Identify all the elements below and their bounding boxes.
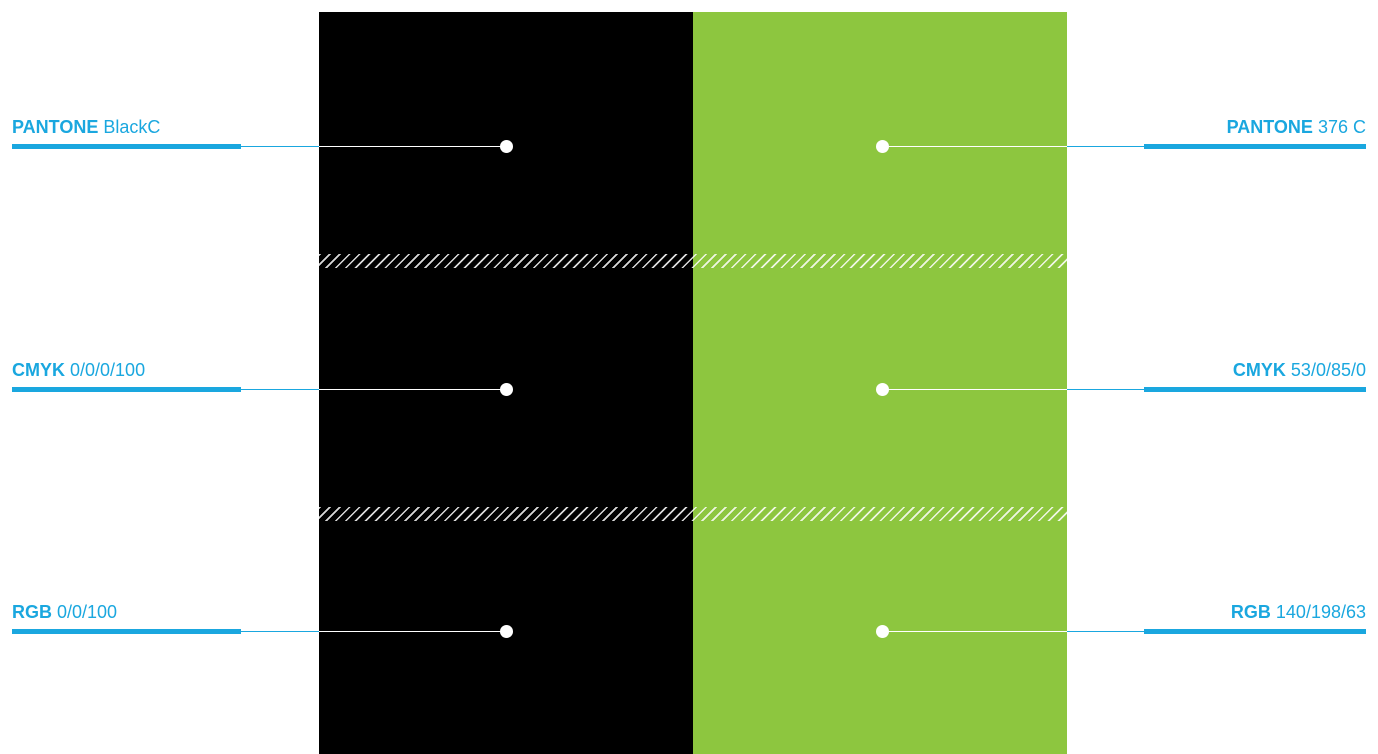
right-cmyk-value: 53/0/85/0 xyxy=(1290,360,1366,380)
right-pantone-underline xyxy=(1144,144,1366,149)
left-cmyk-marker xyxy=(500,383,513,396)
right-cmyk-key: CMYK xyxy=(1232,360,1286,380)
left-rgb-connector xyxy=(241,631,506,632)
right-pantone-value: 376 C xyxy=(1317,117,1366,137)
left-pantone-connector xyxy=(241,146,506,147)
left-cmyk-connector xyxy=(241,389,506,390)
right-rgb-underline xyxy=(1144,629,1366,634)
right-cmyk-underline xyxy=(1144,387,1366,392)
right-cmyk-label: CMYK 53/0/85/0 xyxy=(1233,359,1366,381)
left-cmyk-label: CMYK 0/0/0/100 xyxy=(12,359,145,381)
right-pantone-label: PANTONE 376 C xyxy=(1227,116,1366,138)
right-cmyk-marker xyxy=(876,383,889,396)
right-rgb-label: RGB 140/198/63 xyxy=(1231,601,1366,623)
left-rgb-label: RGB 0/0/100 xyxy=(12,601,117,623)
right-rgb-key: RGB xyxy=(1230,602,1271,622)
right-pantone-marker xyxy=(876,140,889,153)
left-pantone-label: PANTONE BlackC xyxy=(12,116,160,138)
right-pantone-connector xyxy=(882,146,1144,147)
left-cmyk-key: CMYK xyxy=(12,360,65,380)
right-cmyk-connector xyxy=(882,389,1144,390)
left-rgb-marker xyxy=(500,625,513,638)
left-cmyk-value: 0/0/0/100 xyxy=(70,360,146,380)
left-rgb-value: 0/0/100 xyxy=(57,602,118,622)
right-pantone-key: PANTONE xyxy=(1226,117,1313,137)
left-pantone-underline xyxy=(12,144,241,149)
left-pantone-marker xyxy=(500,140,513,153)
right-rgb-value: 140/198/63 xyxy=(1275,602,1366,622)
left-cmyk-underline xyxy=(12,387,241,392)
left-rgb-underline xyxy=(12,629,241,634)
left-rgb-key: RGB xyxy=(12,602,52,622)
left-pantone-value: BlackC xyxy=(103,117,161,137)
right-rgb-marker xyxy=(876,625,889,638)
left-pantone-key: PANTONE xyxy=(12,117,99,137)
right-rgb-connector xyxy=(882,631,1144,632)
